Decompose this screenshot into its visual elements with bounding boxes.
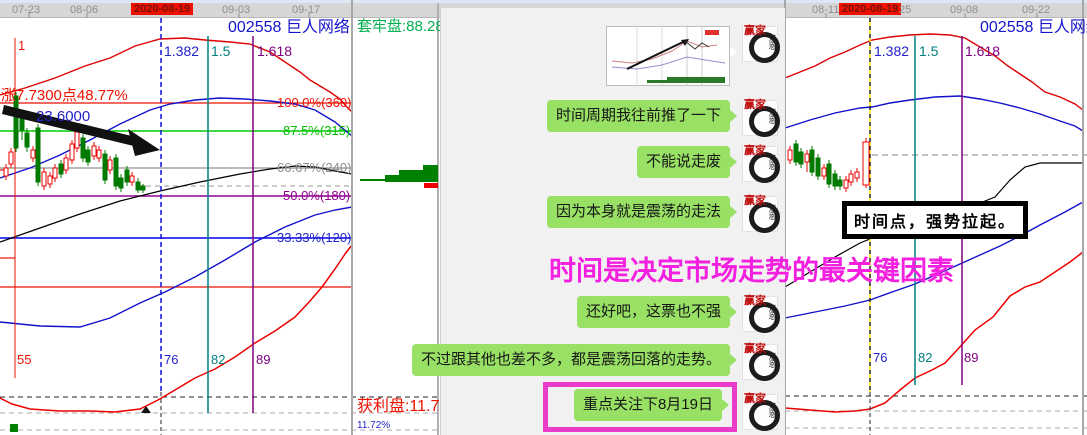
bubble-tail — [730, 354, 737, 366]
fib-level-50: 50.0%(180) — [283, 188, 351, 203]
gann-count-89-right: 89 — [964, 350, 979, 365]
gann-count-1: 1 — [18, 38, 26, 53]
fib-time-15-left: 1.5 — [211, 43, 231, 59]
enso-ring-icon — [749, 152, 780, 183]
chat-row: 不过跟其他也差不多，都是震荡回落的走势。 赢家 江恩 — [411, 344, 780, 381]
axis-date-highlighted: 2020-08-19 — [131, 3, 194, 15]
gann-count-76-left: 76 — [164, 352, 179, 367]
bubble-tail — [730, 46, 737, 58]
enso-ring-icon — [749, 302, 780, 333]
chat-row: 时间周期我往前推了一下 赢家 江恩 — [546, 100, 780, 137]
locked-chips-label: 套牢盘:88.28 — [357, 18, 444, 35]
key-factor-overlay-text: 时间是决定市场走势的最关键因素 — [549, 256, 954, 286]
avatar: 赢家 江恩 — [742, 100, 780, 137]
enso-ring-icon — [749, 400, 780, 431]
avatar-red-text: 赢家 — [744, 25, 766, 37]
chat-row: 还好吧，这票也不强 赢家 江恩 — [576, 296, 780, 333]
avatar: 赢家 江恩 — [742, 344, 780, 381]
fib-level-6667: 66.67%(240) — [277, 160, 352, 175]
axis-date: 09-22 — [1022, 4, 1051, 16]
profit-chips-sub-label: 11.72% — [357, 420, 391, 431]
price-level-label: 23.6000 — [36, 108, 91, 125]
axis-date: 09-08 — [950, 4, 979, 16]
chat-message: 时间周期我往前推了一下 — [546, 100, 730, 132]
stock-symbol-left: 002558 巨人网络 — [228, 19, 350, 36]
gann-count-82-right: 82 — [918, 350, 933, 365]
bubble-tail — [730, 306, 737, 318]
chat-row-highlighted: 重点关注下8月19日 赢家 江恩 — [542, 382, 780, 432]
gann-count-89-left: 89 — [256, 352, 271, 367]
bubble-tail — [730, 156, 737, 168]
avatar: 赢家 江恩 — [742, 196, 780, 233]
bubble-tail — [730, 110, 737, 122]
fib-level-875: 87.5%(315) — [283, 123, 351, 138]
axis-date: 07-23 — [12, 4, 41, 16]
stock-symbol-right: 002558 巨人网络 — [980, 19, 1087, 36]
fib-level-3333: 33.33%(120) — [277, 230, 352, 245]
axis-date-highlighted: 2020-08-19 — [839, 3, 902, 15]
enso-ring-icon — [749, 350, 780, 381]
chat-panel: 赢家 江恩 时间周期我往前推了一下 赢家 江恩 不能说走废 赢家 江恩 因为本身… — [411, 8, 785, 435]
fib-time-1382-left: 1.382 — [164, 43, 200, 59]
gann-count-55: 55 — [17, 352, 32, 367]
fib-time-1618-left: 1.618 — [257, 43, 293, 59]
axis-date: 09-03 — [222, 4, 251, 16]
fib-time-15-right: 1.5 — [919, 43, 939, 59]
thumbnail-mini-chart — [607, 27, 729, 85]
chat-message: 不过跟其他也差不多，都是震荡回落的走势。 — [411, 344, 730, 376]
enso-ring-icon — [749, 202, 780, 233]
avatar: 赢家 江恩 — [742, 146, 780, 183]
chat-message: 因为本身就是震荡的走法 — [546, 196, 730, 228]
fib-time-1618-right: 1.618 — [965, 43, 1001, 59]
avatar: 赢家 江恩 — [742, 296, 780, 333]
avatar: 赢家 江恩 — [742, 25, 780, 63]
chat-message: 还好吧，这票也不强 — [576, 296, 730, 328]
bubble-tail — [722, 399, 729, 411]
bubble-tail — [730, 206, 737, 218]
axis-date-partial: 25 — [899, 4, 912, 16]
fib-level-100: 100.0%(360) — [277, 95, 352, 110]
timing-callout-box: 时间点，强势拉起。 — [842, 201, 1029, 239]
profit-chips-label: 获利盘:11.72 — [357, 398, 449, 415]
axis-date: 08-06 — [70, 4, 99, 16]
chat-message: 不能说走废 — [636, 146, 730, 178]
chat-message-highlighted: 重点关注下8月19日 — [573, 389, 722, 421]
axis-date: 08-11 — [812, 4, 840, 16]
chat-row: 不能说走废 赢家 江恩 — [636, 146, 780, 183]
gann-count-82-left: 82 — [211, 352, 226, 367]
chat-row: 因为本身就是震荡的走法 赢家 江恩 — [546, 196, 780, 233]
window-top-border — [0, 0, 1087, 3]
emphasis-box: 重点关注下8月19日 — [542, 382, 737, 432]
fib-time-1382-right: 1.382 — [874, 43, 910, 59]
enso-ring-icon — [749, 32, 780, 63]
enso-ring-icon — [749, 106, 780, 137]
avatar-black-text: 江恩 — [768, 34, 777, 50]
gann-count-76-right: 76 — [873, 350, 888, 365]
chat-row-image: 赢家 江恩 — [606, 25, 780, 86]
axis-date: 09-17 — [292, 4, 321, 16]
chart-screenshot-thumbnail[interactable] — [606, 26, 730, 86]
avatar: 赢家 江恩 — [742, 394, 780, 431]
rise-percent-label: 涨7.7300点48.77% — [1, 87, 128, 104]
